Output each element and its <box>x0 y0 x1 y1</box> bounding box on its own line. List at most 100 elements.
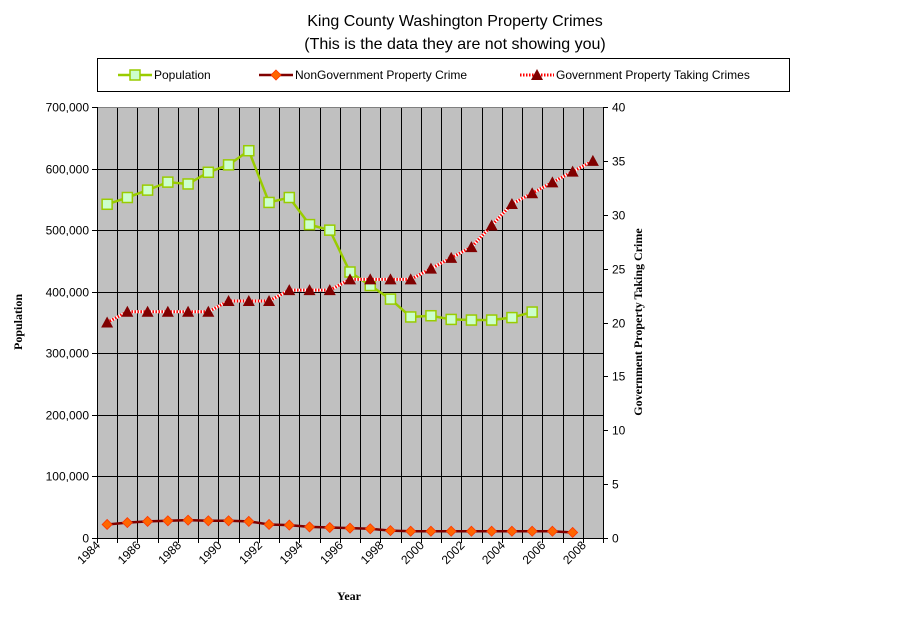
population-point <box>303 218 316 231</box>
nongovernment-crime-point <box>546 525 558 537</box>
y2-tick-label: 10 <box>612 424 626 438</box>
population-point <box>263 196 275 209</box>
y-tick-label: 400,000 <box>46 286 90 300</box>
x-tick-label: 1984 <box>74 538 103 567</box>
government-crime-point <box>141 305 154 317</box>
population-point <box>222 159 235 171</box>
y-tick-label: 500,000 <box>46 224 90 238</box>
population-point <box>162 176 174 188</box>
government-crime-point <box>505 197 518 209</box>
government-crime-point <box>344 273 356 285</box>
plot-area <box>97 107 603 538</box>
series-line-population <box>106 148 533 322</box>
nongovernment-crime-point <box>202 515 214 527</box>
y-axis-title: Population <box>11 294 25 350</box>
government-crime-point <box>364 273 377 285</box>
series-nongovernment-crime <box>101 514 579 539</box>
population-point <box>141 184 154 196</box>
nongovernment-crime-point <box>101 518 113 531</box>
x-tick-label: 2008 <box>560 538 589 567</box>
series-population <box>101 144 538 326</box>
nongovernment-crime-point <box>182 514 194 526</box>
government-crime-point <box>445 251 458 263</box>
legend-label-nongovernment-crime: NonGovernment Property Crime <box>295 68 467 82</box>
y2-tick-label: 5 <box>612 478 619 492</box>
legend-label-population: Population <box>154 68 211 82</box>
y2-tick-label: 20 <box>612 317 626 331</box>
x-tick-label: 1994 <box>277 538 306 567</box>
legend-marker-government-crime <box>531 69 543 80</box>
population-point <box>283 191 296 204</box>
y-tick-label: 600,000 <box>46 163 90 177</box>
legend-marker-population <box>129 69 141 81</box>
government-crime-point <box>566 165 579 177</box>
nongovernment-crime-point <box>506 525 518 537</box>
x-tick-label: 2006 <box>520 538 549 567</box>
population-point <box>506 311 518 324</box>
population-point <box>101 198 113 211</box>
nongovernment-crime-point <box>445 525 457 537</box>
government-crime-point <box>161 305 174 317</box>
government-crime-point <box>384 273 397 285</box>
legend: Population NonGovernment Property Crime Go… <box>97 58 790 92</box>
nongovernment-crime-point <box>222 515 235 527</box>
y2-tick-label: 30 <box>612 209 626 223</box>
population-point <box>465 314 478 326</box>
legend-label-government-crime: Government Property Taking Crimes <box>556 68 750 82</box>
legend-marker-nongovernment-crime <box>270 69 282 81</box>
y2-tick-label: 40 <box>612 101 626 115</box>
government-crime-point <box>121 305 134 317</box>
y-tick-label: 200,000 <box>46 409 90 423</box>
government-crime-point <box>526 187 539 199</box>
x-tick-label: 2002 <box>439 538 468 567</box>
nongovernment-crime-point <box>567 526 579 539</box>
x-tick-label: 1986 <box>115 538 144 567</box>
government-crime-point <box>424 262 437 274</box>
nongovernment-crime-point <box>425 525 437 537</box>
chart-subtitle: (This is the data they are not showing y… <box>304 36 606 53</box>
population-point <box>404 311 417 323</box>
y-tick-label: 100,000 <box>46 470 90 484</box>
nongovernment-crime-point <box>263 518 275 531</box>
y2-tick-label: 0 <box>612 532 619 546</box>
nongovernment-crime-point <box>303 521 316 533</box>
y2-tick-label: 15 <box>612 370 626 384</box>
nongovernment-crime-point <box>344 522 356 534</box>
x-tick-label: 2004 <box>479 538 508 567</box>
nongovernment-crime-point <box>364 523 376 535</box>
government-crime-point <box>101 316 114 328</box>
x-axis-title: Year <box>337 589 362 603</box>
nongovernment-crime-point <box>121 517 133 529</box>
government-crime-point <box>586 154 599 166</box>
legend-box <box>97 58 790 92</box>
y-tick-label: 700,000 <box>46 101 90 115</box>
chart-title: King County Washington Property Crimes <box>307 13 603 30</box>
population-point <box>324 224 336 236</box>
government-crime-point <box>546 176 559 188</box>
government-crime-point <box>404 273 417 285</box>
x-tick-label: 1992 <box>236 538 265 567</box>
population-point <box>182 178 194 190</box>
population-point <box>425 309 437 322</box>
population-point <box>485 314 498 326</box>
government-crime-point <box>263 294 276 306</box>
population-point <box>384 293 397 305</box>
y-tick-label: 300,000 <box>46 347 90 361</box>
population-point <box>445 313 457 326</box>
government-crime-point <box>465 241 478 253</box>
government-crime-point <box>283 284 296 296</box>
y2-tick-label: 25 <box>612 263 626 277</box>
nongovernment-crime-point <box>283 519 295 531</box>
population-point <box>526 306 538 318</box>
government-crime-point <box>485 219 498 231</box>
y2-axis-title: Government Property Taking Crime <box>631 228 645 416</box>
government-crime-point <box>182 305 195 317</box>
government-crime-point <box>303 284 316 296</box>
nongovernment-crime-point <box>324 521 336 534</box>
y-tick-label: 0 <box>82 532 89 546</box>
nongovernment-crime-point <box>142 515 154 527</box>
y2-tick-label: 35 <box>612 155 626 169</box>
x-tick-label: 2000 <box>398 538 427 567</box>
nongovernment-crime-point <box>526 525 538 537</box>
